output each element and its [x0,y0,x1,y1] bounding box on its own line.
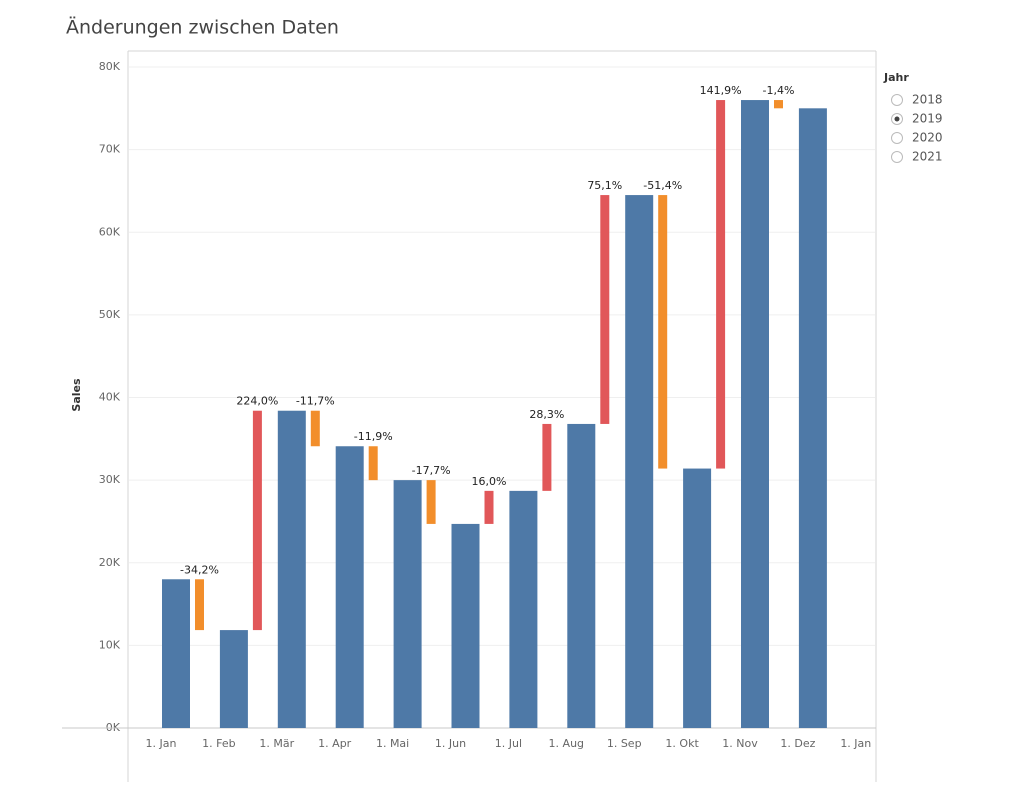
change-bar [716,100,726,469]
x-tick-label: 1. Jan [146,737,177,750]
change-label: -1,4% [763,84,795,97]
change-label: -51,4% [643,179,682,192]
change-label: 141,9% [700,84,742,97]
change-label: 16,0% [472,475,507,488]
bar [451,523,480,728]
bar [683,468,712,728]
change-bar [426,480,436,524]
change-bar [774,100,783,109]
x-tick-label: 1. Nov [722,737,758,750]
x-tick-label: 1. Apr [318,737,351,750]
y-tick-label: 40K [99,391,121,404]
bar [219,630,248,728]
y-tick-label: 10K [99,638,121,651]
x-tick-label: 1. Sep [607,737,642,750]
legend-item[interactable]: 2021 [912,150,943,164]
change-bar [368,446,378,481]
y-tick-label: 80K [99,60,121,73]
bar [277,410,306,728]
y-tick-label: 60K [99,225,121,238]
x-tick-label: 1. Jun [435,737,466,750]
change-bar [658,195,668,469]
change-label: -34,2% [180,563,219,576]
bar [162,579,190,728]
change-label: -11,7% [296,395,335,408]
bar [741,100,769,729]
legend-radio[interactable] [891,151,903,163]
x-tick-label: 1. Jan [840,737,871,750]
x-tick-label: 1. Dez [780,737,815,750]
bar [625,195,654,729]
change-bar [484,490,494,524]
y-axis-label: Sales [70,378,83,412]
change-bar [252,410,262,631]
x-tick-label: 1. Okt [665,737,699,750]
change-label: 224,0% [236,395,278,408]
change-bar [310,410,320,447]
x-tick-label: 1. Aug [549,737,584,750]
legend-item[interactable]: 2020 [912,131,943,145]
x-tick-label: 1. Jul [495,737,522,750]
legend-item[interactable]: 2018 [912,93,943,107]
change-bar [195,579,204,631]
legend-item[interactable]: 2019 [912,112,943,126]
y-tick-label: 30K [99,473,121,486]
y-tick-label: 50K [99,308,121,321]
chart-title: Änderungen zwischen Daten [66,16,339,39]
change-bar [600,195,610,424]
bar [393,480,422,728]
y-tick-label: 20K [99,556,121,569]
x-tick-label: 1. Feb [202,737,235,750]
legend-radio-dot [894,116,900,122]
bar [798,108,827,728]
bar [335,446,364,728]
legend-radio[interactable] [891,94,903,106]
x-tick-label: 1. Mär [259,737,294,750]
legend-title: Jahr [883,71,909,84]
bar [567,423,596,728]
bar [509,490,538,728]
change-label: 75,1% [587,179,622,192]
change-bar [542,423,552,491]
legend-radio[interactable] [891,132,903,144]
y-tick-label: 70K [99,143,121,156]
x-tick-label: 1. Mai [376,737,409,750]
change-label: 28,3% [529,408,564,421]
change-label: -17,7% [412,464,451,477]
change-label: -11,9% [354,430,393,443]
